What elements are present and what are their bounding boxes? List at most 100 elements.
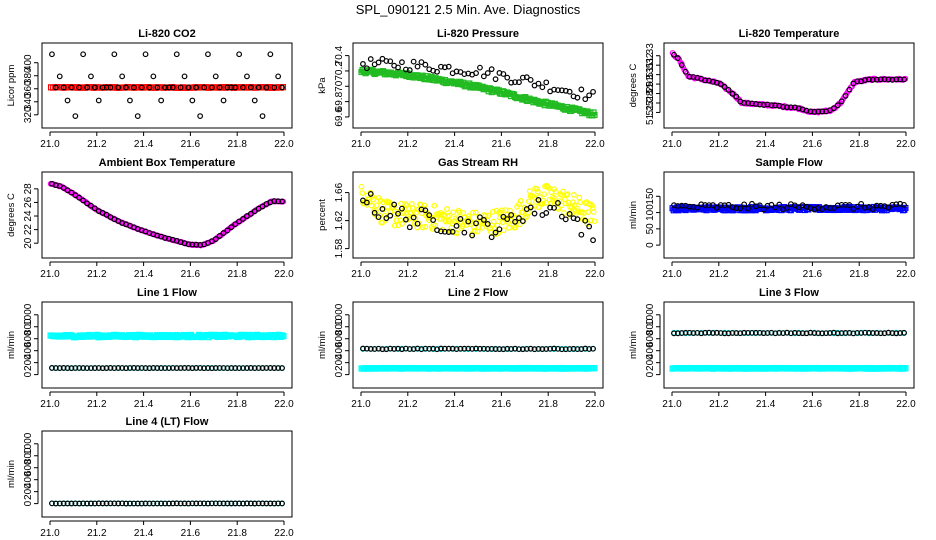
y-tick-label: 22 xyxy=(23,224,34,236)
data-point xyxy=(552,188,559,195)
data-point xyxy=(566,346,573,352)
data-point xyxy=(415,206,422,213)
data-point xyxy=(422,223,429,230)
data-point xyxy=(72,113,79,119)
data-point xyxy=(686,73,693,80)
data-point xyxy=(591,365,598,372)
data-point xyxy=(212,73,219,80)
data-point xyxy=(776,329,783,336)
data-point xyxy=(690,204,697,210)
x-tick-label: 21.8 xyxy=(227,528,247,539)
data-point xyxy=(527,345,534,352)
y-tick-label: 69.6 xyxy=(334,107,345,127)
data-point xyxy=(570,345,577,352)
data-point xyxy=(881,76,888,83)
data-point xyxy=(426,345,433,352)
data-point xyxy=(255,500,262,507)
data-point xyxy=(563,192,570,199)
data-point xyxy=(590,209,597,215)
y-tick-label: 1000 xyxy=(645,303,656,326)
data-point xyxy=(193,84,200,91)
y-tick-label: 400 xyxy=(23,471,34,488)
data-point xyxy=(220,500,227,507)
data-point xyxy=(123,500,129,507)
x-tick-label: 21.8 xyxy=(538,269,558,280)
y-tick-label: 200 xyxy=(23,483,34,500)
data-point xyxy=(244,500,250,507)
data-point xyxy=(358,183,365,190)
data-point xyxy=(902,204,909,212)
data-point xyxy=(780,103,787,110)
x-tick-label: 21.2 xyxy=(398,399,418,410)
plot-frame xyxy=(41,430,293,518)
data-point xyxy=(189,241,196,248)
data-point xyxy=(169,365,176,371)
data-point xyxy=(410,58,417,65)
data-point xyxy=(80,197,87,204)
data-point xyxy=(834,330,841,337)
data-point xyxy=(484,221,491,227)
series-1 xyxy=(49,500,285,507)
data-point xyxy=(850,330,857,337)
x-tick-label: 21.8 xyxy=(227,269,247,280)
x-tick-label: 21.4 xyxy=(134,139,154,150)
data-point xyxy=(519,218,526,225)
data-point xyxy=(749,200,755,207)
data-point xyxy=(519,74,526,81)
data-point xyxy=(558,213,565,220)
data-point xyxy=(91,84,98,91)
data-point xyxy=(134,500,141,507)
plot-frame xyxy=(352,42,604,129)
data-point xyxy=(370,196,377,203)
data-point xyxy=(422,345,429,352)
data-point xyxy=(582,345,589,352)
data-point xyxy=(854,78,861,85)
data-point xyxy=(488,345,495,352)
plot-frame xyxy=(663,171,915,259)
panel-licortemp: Li-820 Temperature 21.0 21.2 21.4 21.6 21.8 22… xyxy=(628,28,916,150)
y-tick-label: 24 xyxy=(23,210,34,222)
data-point xyxy=(717,202,724,208)
data-point xyxy=(827,205,833,211)
data-point xyxy=(717,330,724,336)
x-tick-label: 22.0 xyxy=(585,399,605,410)
data-point xyxy=(431,202,438,209)
data-point xyxy=(403,202,410,209)
data-point xyxy=(212,236,219,242)
y-tick-label: 400 xyxy=(645,342,656,359)
data-point xyxy=(68,189,75,196)
data-point xyxy=(745,100,751,107)
data-point xyxy=(729,330,736,336)
data-point xyxy=(220,97,227,104)
data-point xyxy=(516,79,522,86)
data-point xyxy=(359,190,366,196)
data-point xyxy=(842,201,849,208)
series-0 xyxy=(47,331,287,341)
panel-title: Line 1 Flow xyxy=(137,287,197,299)
data-point xyxy=(717,81,724,87)
data-point xyxy=(150,500,157,507)
data-point xyxy=(279,84,285,91)
y-tick-label: 400 xyxy=(23,54,34,71)
data-point xyxy=(508,212,515,218)
data-point xyxy=(472,209,479,216)
data-point xyxy=(846,329,853,336)
y-tick-label: 400 xyxy=(23,342,34,359)
panel-line2: Line 2 Flow 21.0 21.2 21.4 21.6 21.8 22.0 02004… xyxy=(317,287,605,410)
data-point xyxy=(84,500,90,507)
panel-line3: Line 3 Flow 21.0 21.2 21.4 21.6 21.8 22.0 02004… xyxy=(628,287,916,410)
y-tick-label: 0 xyxy=(23,500,34,506)
data-point xyxy=(500,346,507,353)
data-point xyxy=(453,346,460,353)
data-point xyxy=(391,201,398,208)
data-point xyxy=(504,216,511,223)
data-point xyxy=(438,228,444,235)
data-point xyxy=(784,204,790,211)
data-point xyxy=(576,194,583,201)
data-point xyxy=(247,84,254,91)
data-point xyxy=(244,365,250,371)
panel-title: Li-820 Pressure xyxy=(437,28,519,40)
data-point xyxy=(591,218,598,225)
data-point xyxy=(177,500,184,507)
data-point xyxy=(873,76,880,83)
